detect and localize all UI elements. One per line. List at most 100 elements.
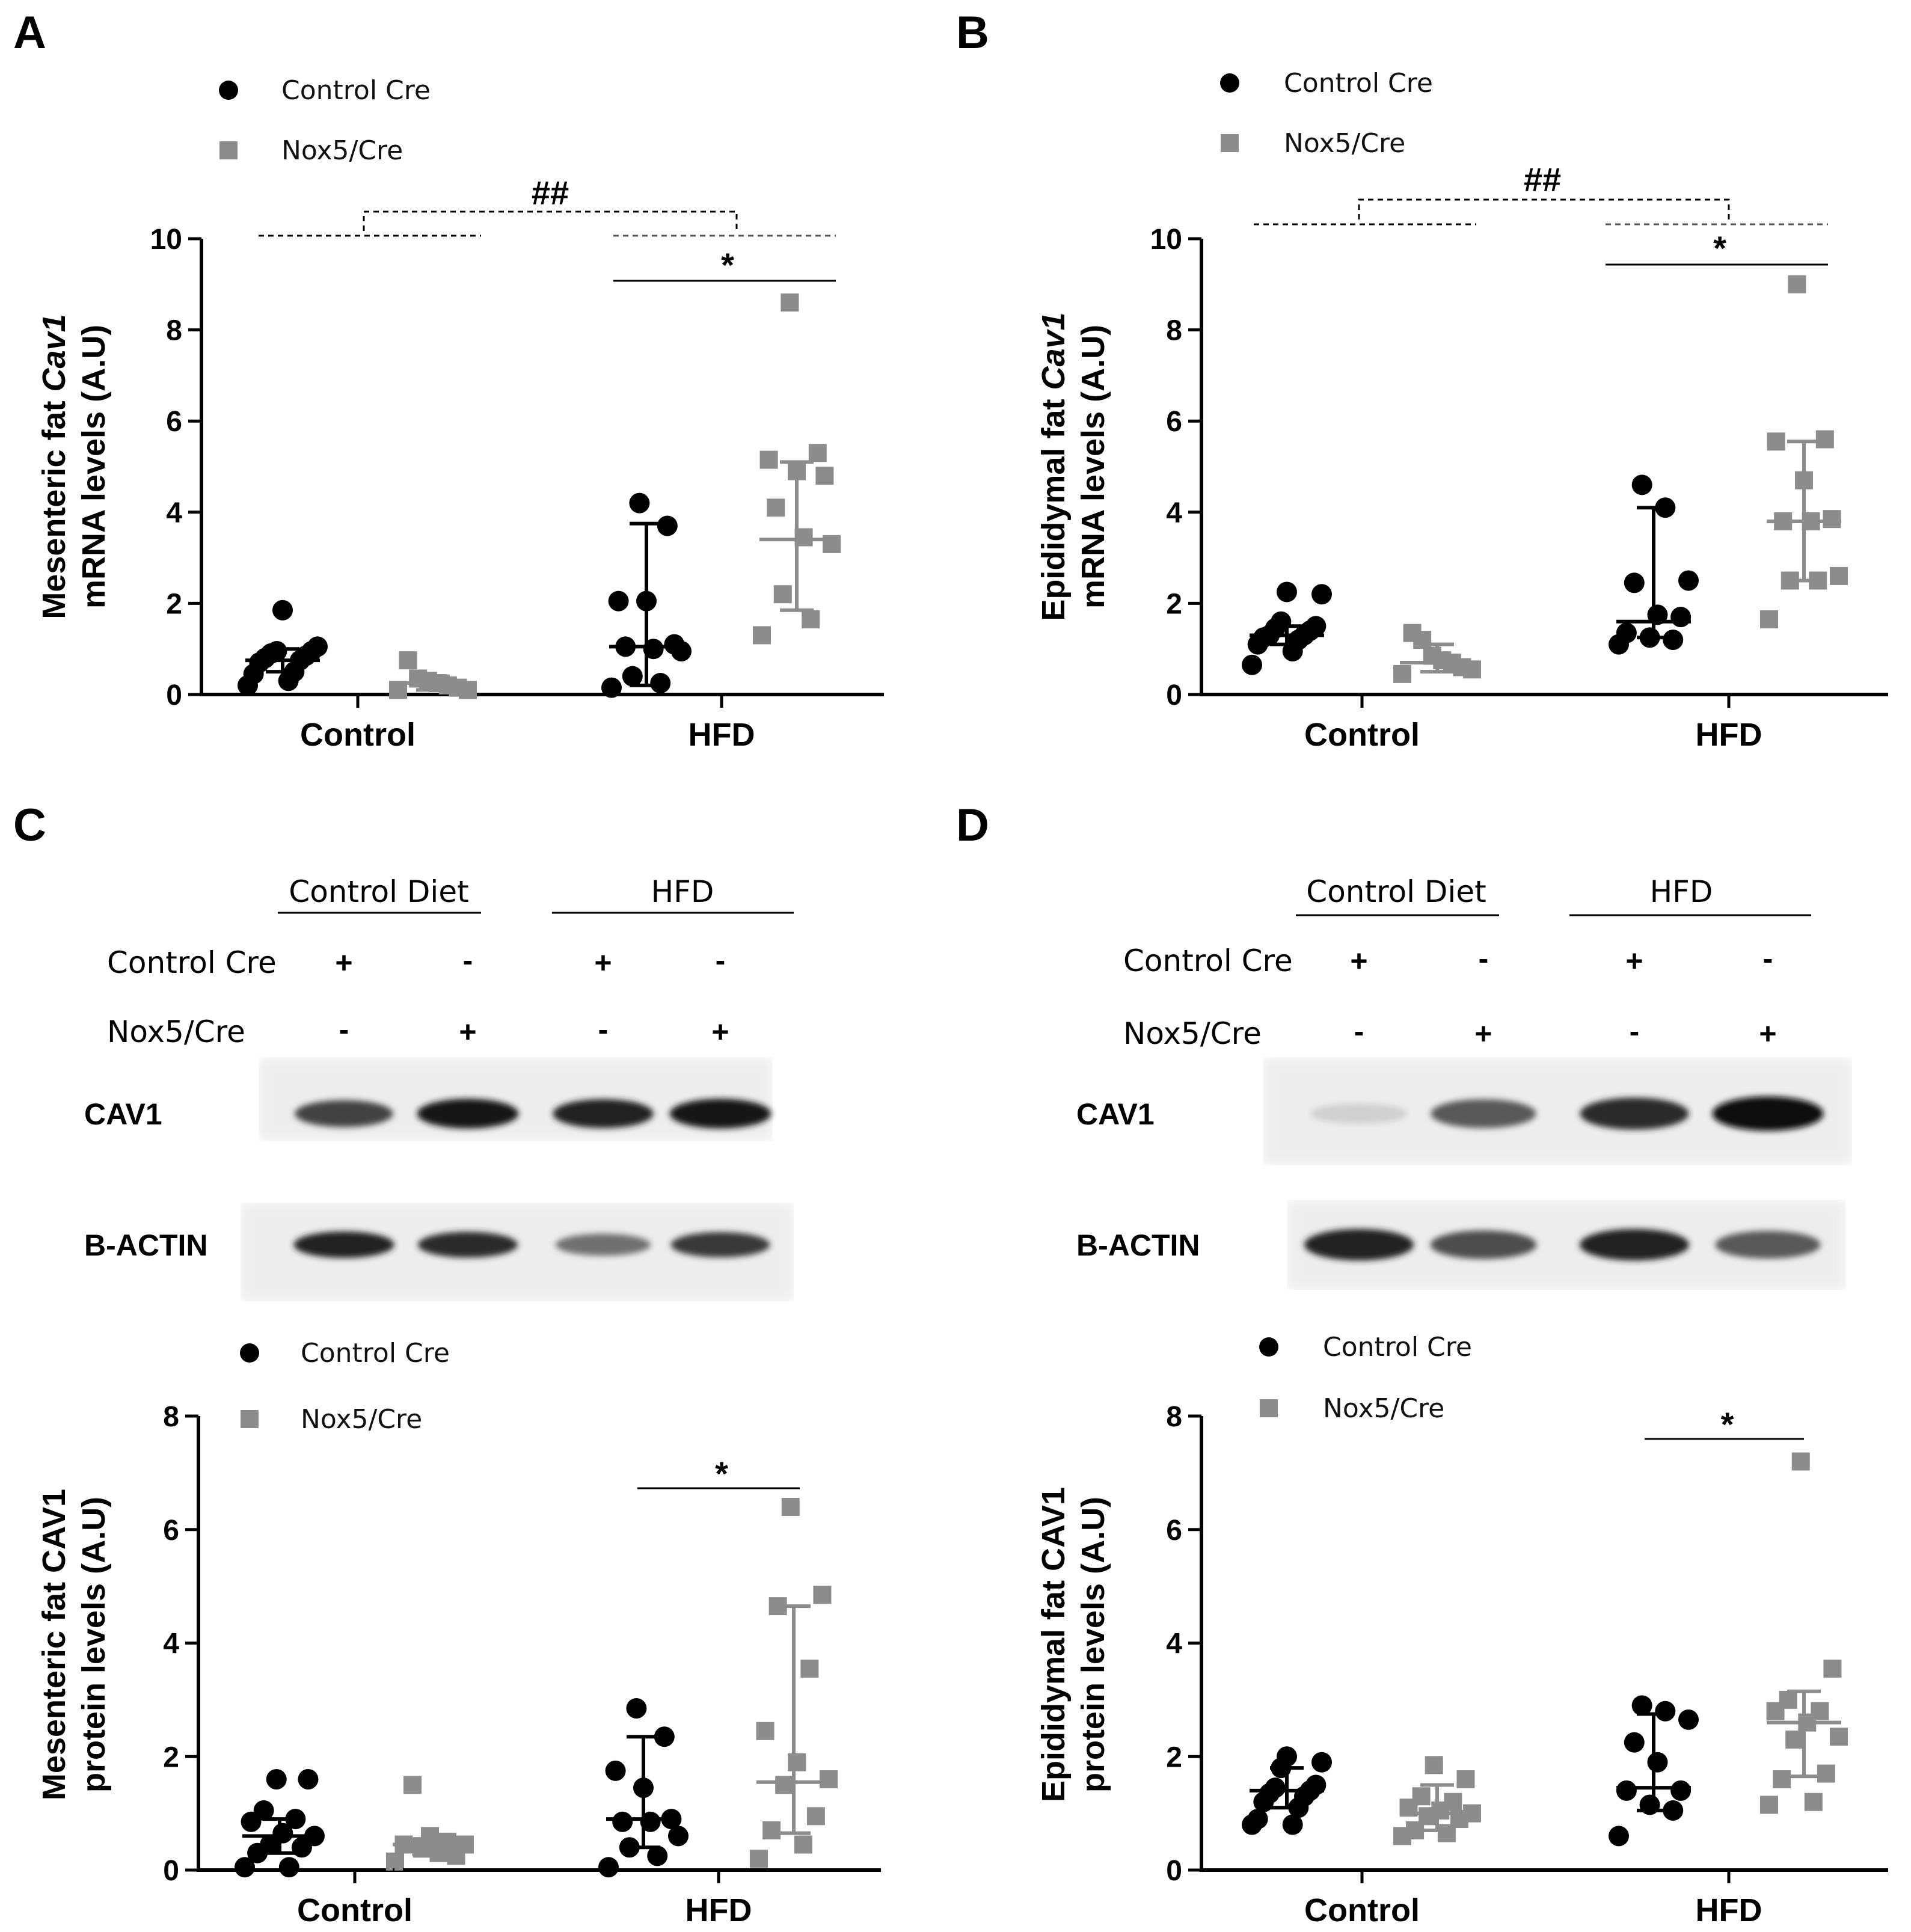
x-tick-label: Control xyxy=(1304,1892,1420,1928)
data-point-nox5-cre xyxy=(773,585,792,604)
data-point-nox5-cre xyxy=(800,1659,819,1678)
legend-marker-control-cre xyxy=(1220,73,1239,93)
data-point-nox5-cre xyxy=(1830,1728,1848,1746)
data-point-control-cre xyxy=(266,1769,287,1789)
significance-bracket-diet xyxy=(363,210,738,231)
blot-band xyxy=(417,1099,519,1129)
blot-band xyxy=(1304,1228,1414,1261)
chart-panel-a: 0 2 4 6 8 10 Control HFD Mesenteric fat Cav1 mRNA… xyxy=(36,75,884,753)
y-axis-label-line2: mRNA levels (A.U) xyxy=(76,325,112,609)
data-point-control-cre xyxy=(608,590,629,612)
data-point-control-cre xyxy=(1670,607,1692,628)
data-point-control-cre xyxy=(629,492,650,514)
data-point-control-cre xyxy=(601,677,622,698)
y-tick-label: 8 xyxy=(1166,315,1182,347)
blot-sign-minus: - xyxy=(598,1013,609,1046)
y-tick-label: 6 xyxy=(166,406,182,438)
data-point-nox5-cre xyxy=(813,1586,832,1604)
data-point-nox5-cre xyxy=(1811,1702,1829,1720)
blot-sign-plus: + xyxy=(459,1015,476,1049)
y-tick-label: 8 xyxy=(1166,1401,1182,1433)
data-point-nox5-cre xyxy=(756,1722,775,1740)
blot-row-label: Control Cre xyxy=(107,945,277,980)
x-tick-label: HFD xyxy=(686,1892,752,1928)
data-point-control-cre xyxy=(1305,616,1327,637)
data-point-nox5-cre xyxy=(759,450,778,469)
data-point-nox5-cre xyxy=(386,1852,404,1871)
data-point-control-cre xyxy=(1616,1780,1637,1801)
blot-band-label: CAV1 xyxy=(84,1097,162,1131)
blot-sign-minus: - xyxy=(716,943,726,977)
data-point-control-cre xyxy=(1311,1752,1332,1773)
blot-sign-minus: - xyxy=(1630,1014,1640,1048)
data-point-control-cre xyxy=(640,1811,661,1832)
data-point-control-cre xyxy=(1265,1777,1286,1799)
blot-sign-plus: + xyxy=(1625,944,1643,978)
data-point-control-cre xyxy=(1678,570,1699,591)
blot-sign-minus: - xyxy=(339,1013,349,1046)
panel-letter-a: A xyxy=(13,7,46,58)
blot-band xyxy=(1579,1228,1690,1261)
blot-group-header: HFD xyxy=(651,874,714,909)
blot-band xyxy=(1712,1096,1824,1131)
blot-sign-minus: - xyxy=(1354,1014,1364,1048)
y-tick-label: 4 xyxy=(1166,1628,1182,1660)
data-point-nox5-cre xyxy=(1823,510,1841,529)
legend-label: Nox5/Cre xyxy=(1323,1393,1444,1424)
data-point-control-cre xyxy=(1670,1780,1692,1801)
y-tick-label: 0 xyxy=(1166,679,1182,711)
blot-band xyxy=(555,1233,651,1256)
blot-sign-plus: + xyxy=(711,1015,729,1049)
data-point-nox5-cre xyxy=(808,444,827,462)
y-axis-label-line1: Mesenteric fat Cav1 xyxy=(36,314,72,619)
legend-label: Nox5/Cre xyxy=(1284,128,1405,159)
y-axis-label: Epididymal fat Cav1 mRNA levels (A.U) xyxy=(1035,312,1111,621)
data-point-nox5-cre xyxy=(1817,1764,1835,1783)
y-axis-label-line1: Epididymal fat Cav1 xyxy=(1035,312,1072,621)
blot-band-label: B-ACTIN xyxy=(1076,1228,1200,1262)
y-axis-label: Mesenteric fat CAV1 protein levels (A.U) xyxy=(36,1489,112,1800)
blot-sign-plus: + xyxy=(335,946,352,980)
blot-band xyxy=(1580,1097,1689,1130)
blot-sign-minus: - xyxy=(1479,942,1489,975)
data-point-control-cre xyxy=(622,666,643,687)
data-point-control-cre xyxy=(298,1769,319,1789)
data-point-nox5-cre xyxy=(1791,1452,1810,1471)
y-tick-label: 0 xyxy=(166,679,182,711)
legend-label: Nox5/Cre xyxy=(281,135,403,166)
data-point-nox5-cre xyxy=(781,293,799,312)
legend-label: Control Cre xyxy=(301,1338,450,1369)
blot-membrane xyxy=(259,1057,773,1141)
y-tick-label: 2 xyxy=(1166,588,1182,620)
blot-band xyxy=(1430,1230,1537,1259)
data-point-nox5-cre xyxy=(1403,624,1422,642)
data-point-nox5-cre xyxy=(1779,1690,1797,1709)
data-point-nox5-cre xyxy=(438,1832,456,1851)
data-point-nox5-cre xyxy=(1444,1792,1462,1811)
y-tick-label: 6 xyxy=(163,1515,179,1547)
western-blot-panel-c: Control Diet HFD Control Cre + - + - Nox5/Cre - +… xyxy=(84,874,794,1302)
y-axis-label-line2: protein levels (A.U) xyxy=(76,1497,112,1792)
blot-band xyxy=(1310,1103,1408,1124)
legend-marker-control-cre xyxy=(219,81,238,100)
data-point-control-cre xyxy=(1631,474,1652,495)
legend-marker-nox5-cre xyxy=(1260,1399,1278,1417)
data-point-nox5-cre xyxy=(1456,1770,1475,1788)
blot-band xyxy=(295,1100,393,1127)
y-tick-label: 10 xyxy=(150,224,182,256)
data-point-nox5-cre xyxy=(750,1850,768,1868)
significance-diet: ## xyxy=(532,174,569,212)
data-point-nox5-cre xyxy=(815,467,834,485)
data-point-nox5-cre xyxy=(1788,275,1806,293)
significance-genotype: * xyxy=(1721,1405,1734,1443)
blot-group-header: Control Diet xyxy=(289,874,468,909)
data-point-control-cre xyxy=(1242,654,1262,675)
legend-label: Nox5/Cre xyxy=(301,1404,422,1435)
y-axis-label: Mesenteric fat Cav1 mRNA levels (A.U) xyxy=(36,314,112,619)
data-point-nox5-cre xyxy=(1412,1787,1431,1806)
data-point-nox5-cre xyxy=(753,626,771,645)
legend-marker-nox5-cre xyxy=(241,1410,259,1428)
x-tick-label: Control xyxy=(300,717,416,753)
legend-marker-control-cre xyxy=(1259,1337,1278,1357)
data-point-control-cre xyxy=(1663,630,1684,651)
